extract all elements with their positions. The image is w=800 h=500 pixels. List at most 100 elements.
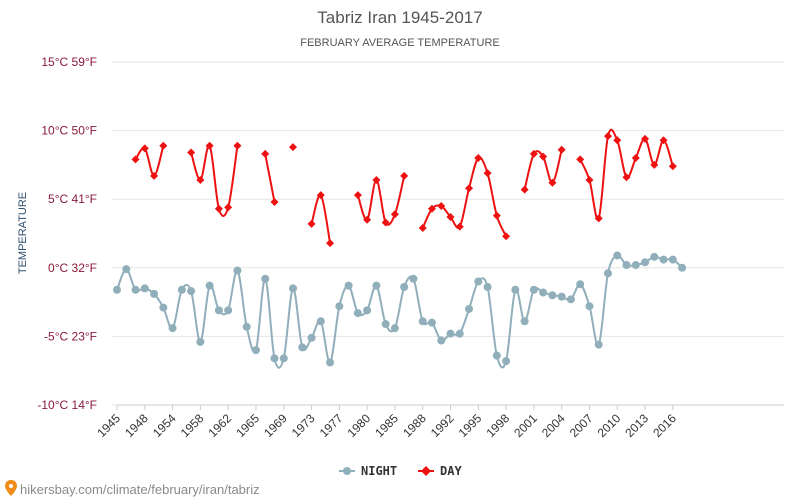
data-point-night[interactable]: [372, 281, 381, 290]
data-point-day[interactable]: [159, 141, 168, 150]
data-point-day[interactable]: [233, 141, 242, 150]
credit-link[interactable]: hikersbay.com/climate/february/iran/tabr…: [20, 482, 260, 497]
data-point-night[interactable]: [196, 337, 205, 346]
data-point-night[interactable]: [427, 318, 436, 327]
data-point-day[interactable]: [465, 184, 474, 193]
data-point-day[interactable]: [400, 171, 409, 180]
data-point-day[interactable]: [381, 218, 390, 227]
data-point-night[interactable]: [474, 277, 483, 286]
data-point-day[interactable]: [576, 155, 585, 164]
data-point-day[interactable]: [150, 171, 159, 180]
data-point-day[interactable]: [270, 197, 279, 206]
data-point-day[interactable]: [289, 143, 298, 152]
data-point-day[interactable]: [326, 239, 335, 248]
data-point-night[interactable]: [113, 285, 121, 294]
data-point-day[interactable]: [502, 232, 511, 241]
data-point-night[interactable]: [390, 324, 399, 333]
data-point-night[interactable]: [344, 281, 353, 290]
data-point-night[interactable]: [603, 269, 612, 278]
data-point-night[interactable]: [502, 357, 511, 366]
data-point-day[interactable]: [353, 191, 362, 200]
data-point-night[interactable]: [150, 289, 159, 298]
data-point-night[interactable]: [585, 302, 594, 311]
data-point-night[interactable]: [224, 306, 233, 315]
data-point-day[interactable]: [455, 222, 464, 231]
data-point-night[interactable]: [140, 284, 149, 293]
data-point-night[interactable]: [659, 255, 668, 264]
data-point-day[interactable]: [307, 219, 316, 228]
data-point-day[interactable]: [622, 173, 631, 182]
data-point-night[interactable]: [631, 261, 640, 270]
data-point-day[interactable]: [261, 149, 270, 158]
data-point-night[interactable]: [613, 251, 622, 260]
data-point-day[interactable]: [492, 211, 501, 220]
data-point-night[interactable]: [261, 274, 270, 283]
data-point-night[interactable]: [529, 285, 538, 294]
data-point-day[interactable]: [196, 175, 205, 184]
data-point-night[interactable]: [131, 285, 140, 294]
data-point-night[interactable]: [446, 329, 455, 338]
data-point-night[interactable]: [557, 292, 566, 301]
data-point-day[interactable]: [520, 185, 529, 194]
data-point-night[interactable]: [187, 287, 196, 296]
credit[interactable]: hikersbay.com/climate/february/iran/tabr…: [5, 480, 260, 497]
data-point-night[interactable]: [650, 252, 659, 261]
data-point-night[interactable]: [520, 317, 529, 326]
data-point-day[interactable]: [214, 204, 223, 213]
data-point-day[interactable]: [548, 178, 557, 187]
data-point-night[interactable]: [326, 358, 335, 367]
data-point-night[interactable]: [353, 309, 362, 318]
data-point-night[interactable]: [437, 336, 446, 345]
data-point-day[interactable]: [131, 155, 140, 164]
data-point-day[interactable]: [316, 191, 325, 200]
data-point-day[interactable]: [390, 210, 399, 219]
data-point-night[interactable]: [177, 285, 186, 294]
data-point-night[interactable]: [270, 354, 279, 363]
data-point-night[interactable]: [363, 306, 372, 315]
data-point-night[interactable]: [381, 320, 390, 329]
data-point-night[interactable]: [511, 285, 520, 294]
data-point-night[interactable]: [455, 329, 464, 338]
data-point-night[interactable]: [159, 303, 168, 312]
data-point-day[interactable]: [650, 160, 659, 169]
data-point-day[interactable]: [140, 144, 149, 153]
data-point-day[interactable]: [557, 145, 566, 154]
data-point-night[interactable]: [576, 280, 585, 289]
data-point-day[interactable]: [483, 169, 492, 178]
data-point-day[interactable]: [474, 154, 483, 163]
data-point-night[interactable]: [289, 284, 298, 293]
data-point-day[interactable]: [224, 203, 233, 212]
data-point-night[interactable]: [641, 258, 650, 267]
data-point-night[interactable]: [316, 317, 325, 326]
data-point-night[interactable]: [539, 288, 548, 297]
data-point-day[interactable]: [641, 134, 650, 143]
data-point-day[interactable]: [427, 204, 436, 213]
legend-item-night[interactable]: NIGHT: [339, 464, 397, 478]
data-point-day[interactable]: [603, 132, 612, 141]
data-point-night[interactable]: [400, 283, 409, 292]
data-point-day[interactable]: [372, 175, 381, 184]
data-point-night[interactable]: [409, 274, 418, 283]
data-point-night[interactable]: [483, 283, 492, 292]
data-point-night[interactable]: [279, 354, 288, 363]
data-point-night[interactable]: [233, 266, 242, 275]
data-point-night[interactable]: [465, 304, 474, 313]
data-point-day[interactable]: [631, 154, 640, 163]
data-point-night[interactable]: [251, 346, 260, 355]
data-point-night[interactable]: [335, 302, 344, 311]
data-point-day[interactable]: [659, 136, 668, 145]
data-point-day[interactable]: [613, 136, 622, 145]
data-point-night[interactable]: [418, 317, 427, 326]
data-point-night[interactable]: [307, 333, 316, 342]
data-point-night[interactable]: [122, 265, 131, 274]
data-point-night[interactable]: [566, 295, 575, 304]
data-point-night[interactable]: [594, 340, 603, 349]
data-point-day[interactable]: [437, 202, 446, 211]
data-point-day[interactable]: [594, 214, 603, 223]
data-point-day[interactable]: [529, 149, 538, 158]
legend-item-day[interactable]: DAY: [418, 464, 462, 478]
data-point-night[interactable]: [678, 263, 687, 272]
data-point-night[interactable]: [214, 306, 223, 315]
data-point-night[interactable]: [242, 322, 251, 331]
data-point-day[interactable]: [205, 141, 214, 150]
